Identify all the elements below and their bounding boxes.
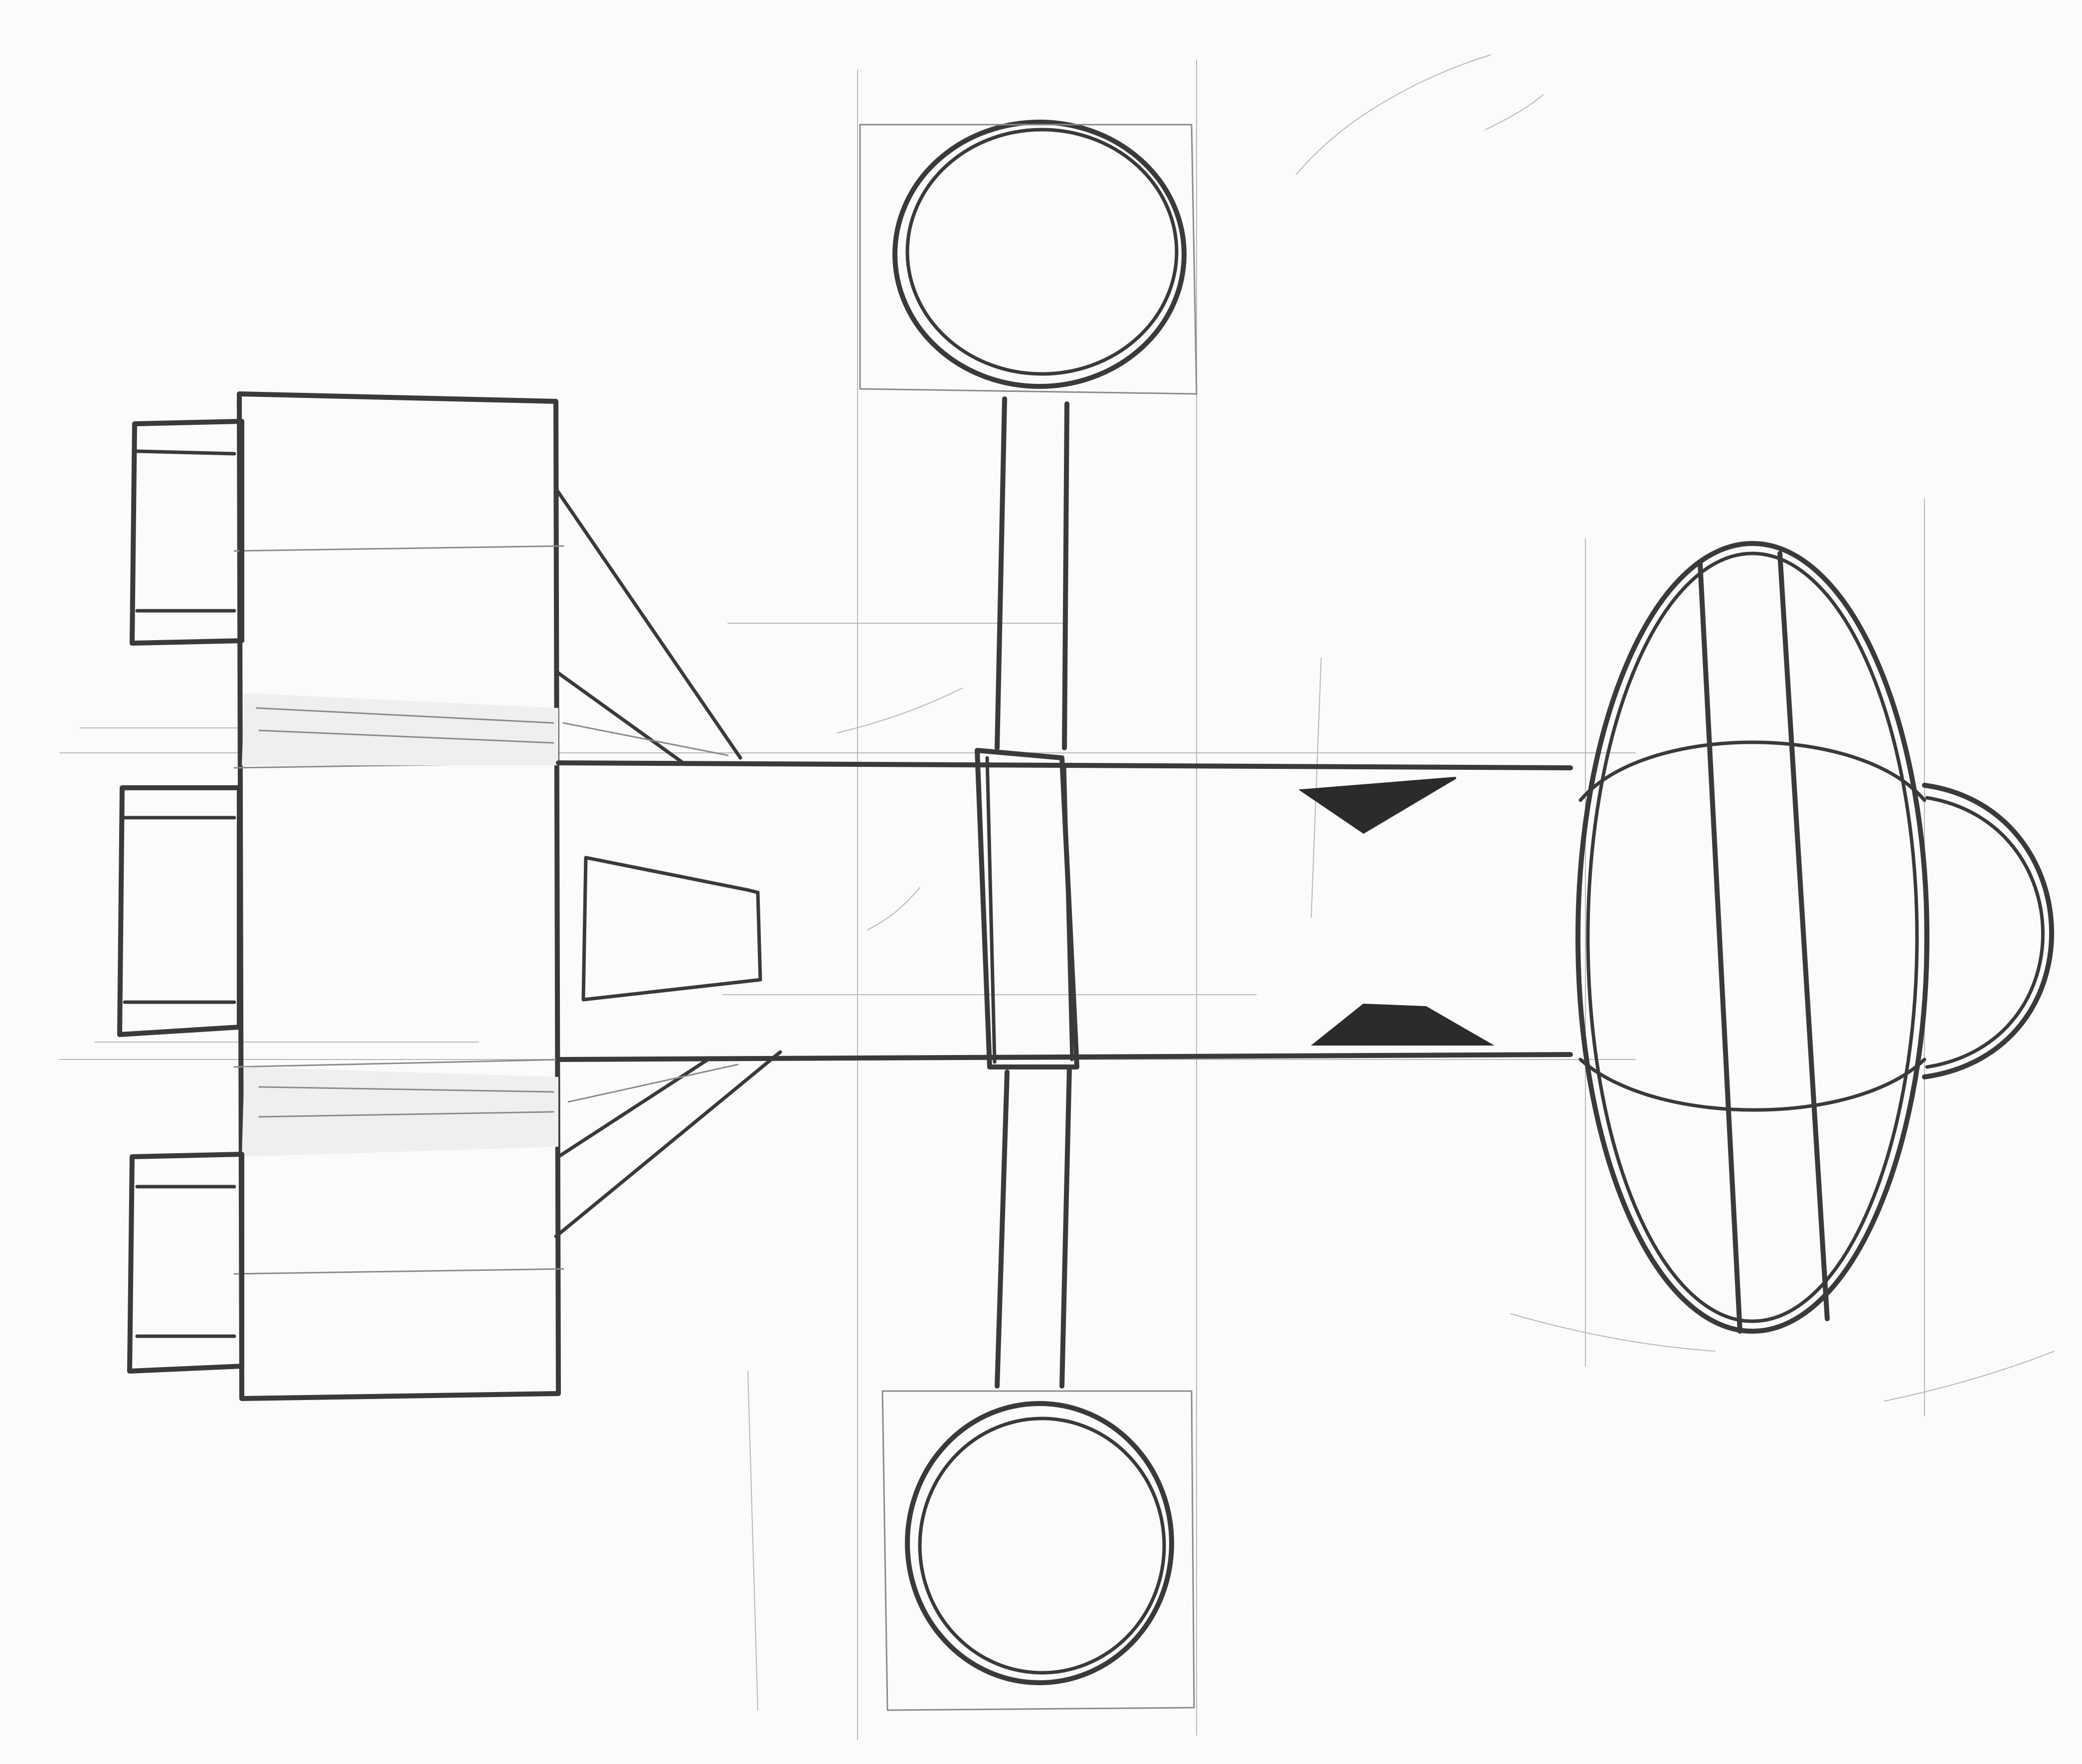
right-oval-module xyxy=(1575,541,1929,1334)
crossbar-with-round-pods xyxy=(859,120,1198,1711)
left-engine-block xyxy=(233,391,564,1401)
engine-struts xyxy=(554,487,782,1238)
left-nozzles xyxy=(117,419,244,1374)
central-spine xyxy=(556,748,1573,1069)
pencil-marks xyxy=(837,54,2055,1402)
right-dome xyxy=(1922,783,2055,1079)
